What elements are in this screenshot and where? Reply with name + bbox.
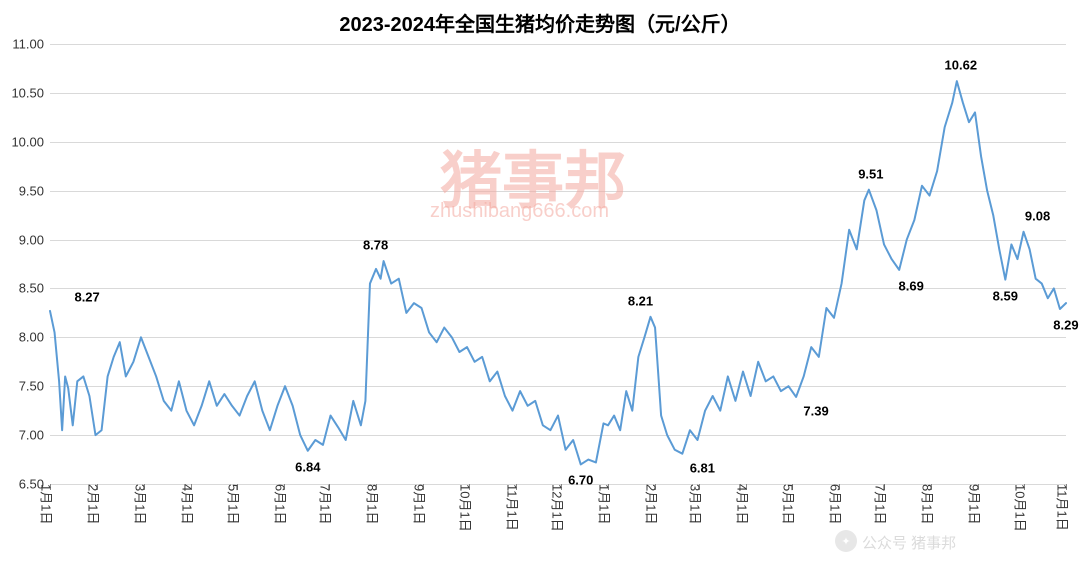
data-label: 8.27 <box>74 289 99 304</box>
y-tick-label: 11.00 <box>12 37 50 52</box>
x-tick-label: 9月1日 <box>966 484 991 524</box>
x-tick-label: 8月1日 <box>364 484 389 524</box>
data-label: 6.84 <box>295 459 320 474</box>
y-tick-label: 9.00 <box>19 232 50 247</box>
data-label: 7.39 <box>803 403 828 418</box>
x-tick-label: 6月1日 <box>826 484 851 524</box>
x-tick-label: 3月1日 <box>687 484 712 524</box>
y-tick-label: 10.50 <box>11 85 50 100</box>
x-tick-label: 10月1日 <box>456 484 481 532</box>
x-tick-label: 8月1日 <box>919 484 944 524</box>
y-tick-label: 7.50 <box>19 379 50 394</box>
x-tick-label: 1月1日 <box>596 484 621 524</box>
wechat-icon: ✦ <box>835 530 857 552</box>
chart-container: 2023-2024年全国生猪均价走势图（元/公斤） 6.507.007.508.… <box>0 0 1080 576</box>
y-tick-label: 8.50 <box>19 281 50 296</box>
x-tick-label: 11月1日 <box>1054 484 1079 531</box>
x-tick-label: 2月1日 <box>85 484 110 524</box>
x-tick-label: 3月1日 <box>132 484 157 524</box>
data-label: 8.21 <box>628 293 653 308</box>
data-label: 8.29 <box>1053 317 1078 332</box>
chart-title: 2023-2024年全国生猪均价走势图（元/公斤） <box>0 8 1080 37</box>
x-tick-label: 2月1日 <box>643 484 668 524</box>
x-tick-label: 1月1日 <box>38 484 63 524</box>
x-tick-label: 5月1日 <box>779 484 804 524</box>
x-tick-label: 4月1日 <box>179 484 204 524</box>
y-tick-label: 8.00 <box>19 330 50 345</box>
data-label: 9.08 <box>1025 208 1050 223</box>
x-tick-label: 12月1日 <box>549 484 574 532</box>
plot-area: 6.507.007.508.008.509.009.5010.0010.5011… <box>50 44 1066 484</box>
x-tick-label: 7月1日 <box>872 484 897 524</box>
footer-text: 公众号 猪事邦 <box>862 532 956 553</box>
data-label: 9.51 <box>858 166 883 181</box>
data-label: 10.62 <box>945 58 978 73</box>
x-tick-label: 7月1日 <box>317 484 342 524</box>
y-tick-label: 7.00 <box>19 428 50 443</box>
y-tick-label: 9.50 <box>19 183 50 198</box>
data-label: 8.69 <box>899 278 924 293</box>
y-tick-label: 10.00 <box>11 134 50 149</box>
x-tick-label: 9月1日 <box>411 484 436 524</box>
data-label: 8.78 <box>363 238 388 253</box>
x-tick-label: 10月1日 <box>1011 484 1036 532</box>
data-label: 6.81 <box>690 460 715 475</box>
x-tick-label: 4月1日 <box>734 484 759 524</box>
x-tick-label: 11月1日 <box>503 484 528 531</box>
x-tick-label: 6月1日 <box>271 484 296 524</box>
price-line <box>50 44 1066 484</box>
x-tick-label: 5月1日 <box>224 484 249 524</box>
data-label: 6.70 <box>568 473 593 488</box>
data-label: 8.59 <box>993 288 1018 303</box>
